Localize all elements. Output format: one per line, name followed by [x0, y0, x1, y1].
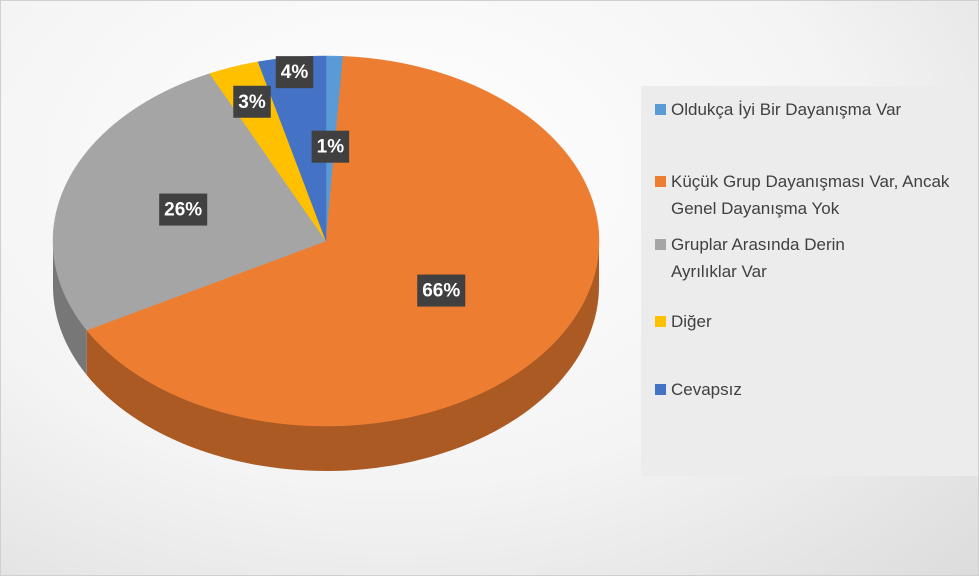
slice-side [53, 241, 87, 376]
legend-item: Cevapsız [655, 376, 975, 403]
data-label: 3% [233, 85, 271, 118]
data-label-text: 26% [164, 200, 202, 221]
data-label: 66% [417, 274, 466, 307]
data-label-text: 4% [281, 62, 309, 83]
legend-item: Küçük Grup Dayanışması Var, Ancak Genel … [655, 168, 975, 222]
pie-area: 1% 66% 26% 3% 4% [52, 55, 600, 471]
legend-swatch [655, 176, 666, 187]
data-label-box [311, 130, 350, 163]
data-label: 26% [159, 193, 208, 226]
data-label-box [275, 56, 314, 89]
legend-label: Küçük Grup Dayanışması Var, Ancak Genel … [671, 172, 950, 218]
legend-item: Oldukça İyi Bir Dayanışma Var [655, 96, 975, 123]
legend-item: Diğer [655, 308, 975, 335]
legend-label: Gruplar Arasında Derin Ayrılıklar Var [671, 235, 845, 281]
legend-label: Oldukça İyi Bir Dayanışma Var [671, 100, 902, 119]
legend-label: Diğer [671, 312, 712, 331]
data-label-box [233, 85, 271, 118]
data-label-text: 66% [422, 281, 460, 302]
legend-swatch [655, 239, 666, 250]
legend-item: Gruplar Arasında Derin Ayrılıklar Var [655, 231, 975, 285]
data-label: 1% [311, 130, 350, 163]
legend-swatch [655, 384, 666, 395]
data-label-box [159, 193, 208, 226]
data-label-text: 3% [238, 92, 266, 113]
legend-swatch [655, 316, 666, 327]
data-label-text: 1% [317, 137, 345, 158]
slice [86, 56, 600, 427]
data-label-box [417, 274, 466, 307]
legend: Oldukça İyi Bir Dayanışma Var Küçük Grup … [641, 86, 978, 476]
slice-side [86, 241, 599, 471]
legend-label: Cevapsız [671, 380, 742, 399]
legend-swatch [655, 104, 666, 115]
data-label: 4% [275, 56, 314, 89]
